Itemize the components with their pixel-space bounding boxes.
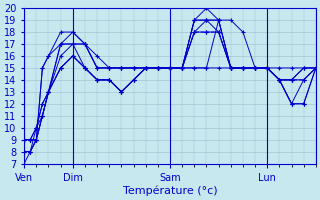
X-axis label: Température (°c): Température (°c) (123, 185, 217, 196)
